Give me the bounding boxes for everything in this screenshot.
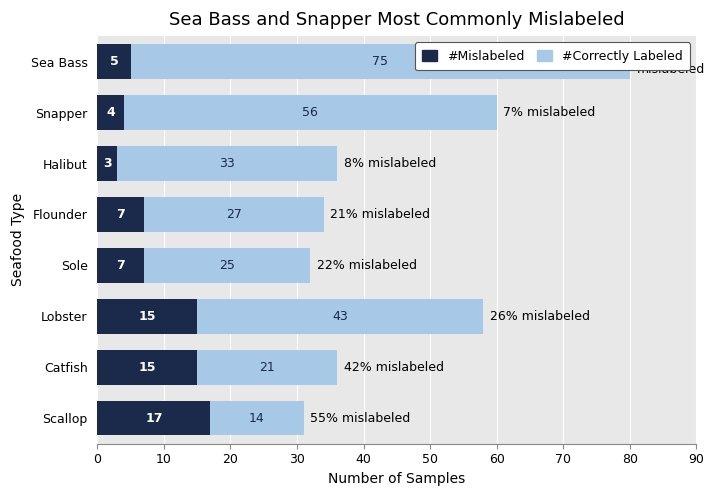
Legend: #Mislabeled, #Correctly Labeled: #Mislabeled, #Correctly Labeled xyxy=(415,42,690,71)
Bar xyxy=(97,350,197,385)
Text: 7: 7 xyxy=(116,208,125,221)
Y-axis label: Seafood Type: Seafood Type xyxy=(11,193,25,286)
Bar xyxy=(197,299,483,333)
Text: 56: 56 xyxy=(302,106,318,119)
Bar xyxy=(97,44,130,79)
Bar xyxy=(144,248,310,283)
Text: 25: 25 xyxy=(219,259,235,272)
Text: 4: 4 xyxy=(107,106,115,119)
Bar xyxy=(97,299,197,333)
Text: 22% mislabeled: 22% mislabeled xyxy=(317,259,417,272)
Bar xyxy=(124,95,497,130)
Bar xyxy=(97,248,144,283)
Text: 75: 75 xyxy=(372,55,388,68)
Text: 15: 15 xyxy=(138,310,156,323)
Text: 7: 7 xyxy=(116,259,125,272)
Bar xyxy=(130,44,630,79)
Text: 26% mislabeled: 26% mislabeled xyxy=(490,310,590,323)
Text: 14: 14 xyxy=(249,412,265,424)
Text: 5: 5 xyxy=(109,55,118,68)
Bar xyxy=(97,146,117,181)
Text: 43: 43 xyxy=(333,310,348,323)
Text: 15: 15 xyxy=(138,361,156,374)
Bar xyxy=(117,146,337,181)
Text: 17: 17 xyxy=(145,412,163,424)
Bar xyxy=(144,197,323,232)
Text: 6%
mislabeled: 6% mislabeled xyxy=(636,48,705,76)
Text: 55% mislabeled: 55% mislabeled xyxy=(310,412,410,424)
Text: 21: 21 xyxy=(259,361,275,374)
Bar xyxy=(97,95,124,130)
Text: 21% mislabeled: 21% mislabeled xyxy=(330,208,431,221)
Text: 27: 27 xyxy=(226,208,242,221)
Text: 3: 3 xyxy=(103,157,112,170)
Bar xyxy=(97,197,144,232)
Bar xyxy=(97,401,210,435)
Text: 33: 33 xyxy=(219,157,235,170)
Title: Sea Bass and Snapper Most Commonly Mislabeled: Sea Bass and Snapper Most Commonly Misla… xyxy=(169,11,625,29)
X-axis label: Number of Samples: Number of Samples xyxy=(328,472,465,486)
Text: 42% mislabeled: 42% mislabeled xyxy=(343,361,444,374)
Bar xyxy=(197,350,337,385)
Text: 8% mislabeled: 8% mislabeled xyxy=(343,157,436,170)
Text: 7% mislabeled: 7% mislabeled xyxy=(503,106,595,119)
Bar xyxy=(210,401,304,435)
